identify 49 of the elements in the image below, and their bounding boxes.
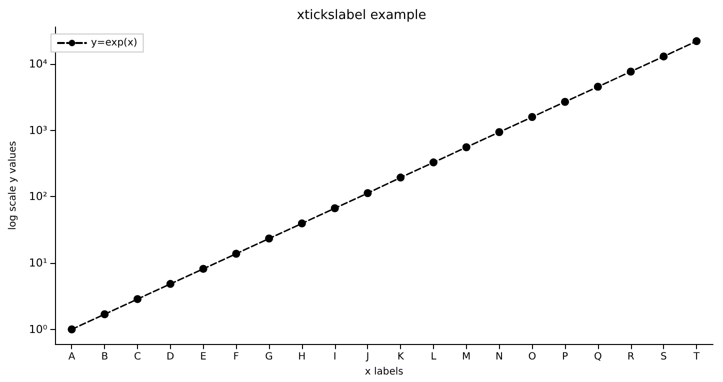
x-tick-label: E <box>200 352 206 363</box>
x-tick-label: N <box>496 352 503 363</box>
x-tick-label: I <box>333 352 336 363</box>
x-tick-label: P <box>562 352 568 363</box>
x-tick-label: T <box>692 352 701 363</box>
point <box>594 82 602 91</box>
point <box>660 52 668 60</box>
point <box>68 325 76 334</box>
legend-label: y=exp(x) <box>91 38 138 48</box>
point <box>528 113 536 122</box>
point <box>199 264 208 273</box>
x-tick-label: D <box>166 352 175 363</box>
point <box>429 158 438 166</box>
point <box>626 68 635 76</box>
x-tick-label: S <box>660 352 667 363</box>
point <box>561 98 570 106</box>
x-tick-label: J <box>365 352 370 363</box>
x-tick-label: F <box>233 352 240 363</box>
x-tick-label: A <box>68 352 76 363</box>
y-tick-label: 10³ <box>28 124 48 137</box>
point <box>265 234 274 243</box>
point <box>364 189 372 198</box>
point <box>330 204 339 212</box>
x-tick-label: K <box>397 352 404 363</box>
point <box>495 128 504 136</box>
chart-title: xtickslabel example <box>296 8 426 23</box>
point <box>100 310 109 318</box>
point <box>166 280 174 288</box>
point <box>134 295 142 304</box>
x-tick-label: Q <box>594 352 602 363</box>
x-tick-label: R <box>627 352 634 363</box>
y-tick-label: 10¹ <box>28 256 48 270</box>
x-tick-label: H <box>298 352 306 363</box>
x-tick-label: M <box>462 352 471 363</box>
point <box>232 250 240 258</box>
x-tick-label: C <box>134 352 142 363</box>
point <box>396 174 405 182</box>
x-tick-label: O <box>528 352 536 363</box>
x-axis-title: x labels <box>364 366 404 378</box>
x-tick-label: L <box>430 352 437 363</box>
y-tick-label: 10⁰ <box>28 322 48 336</box>
x-tick-label: B <box>101 352 108 363</box>
point <box>298 219 306 228</box>
y-tick-label: 10⁴ <box>28 57 48 70</box>
point <box>692 37 701 46</box>
y-axis-title: log scale y values <box>8 141 18 230</box>
point <box>462 143 470 152</box>
y-tick-label: 10² <box>28 190 48 204</box>
x-tick-label: G <box>265 352 273 363</box>
